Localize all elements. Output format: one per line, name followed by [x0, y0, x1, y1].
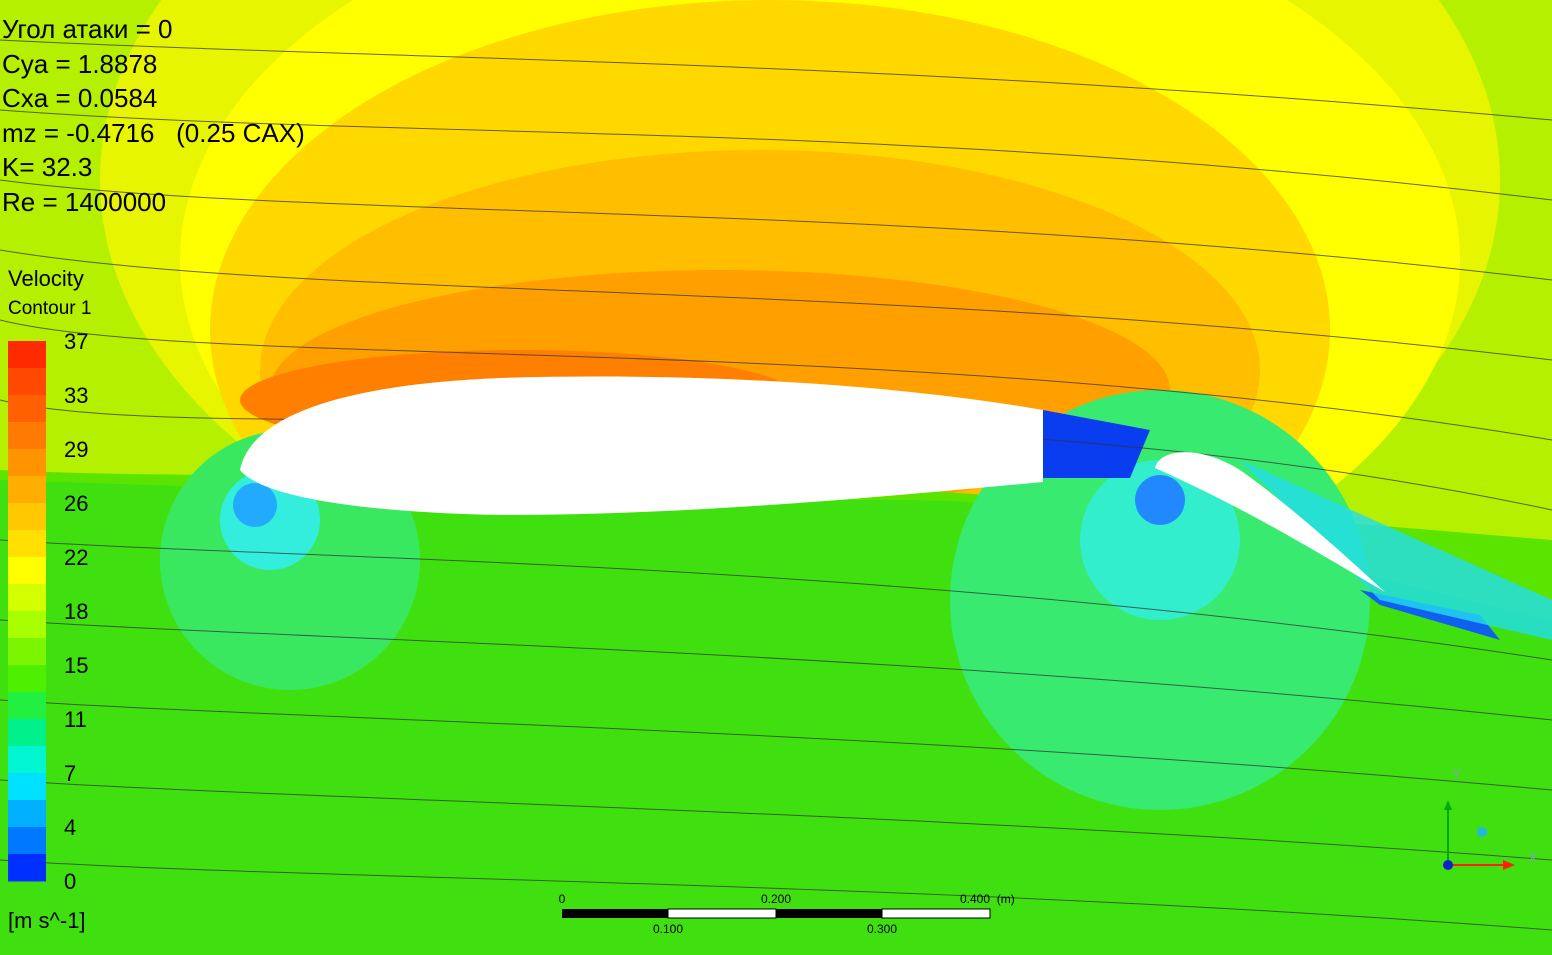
scale-label: 0	[559, 892, 566, 906]
legend-subtitle: Contour 1	[8, 298, 91, 319]
annotation: Угол атаки = 0	[2, 14, 173, 44]
legend-swatch	[8, 638, 46, 666]
legend-swatch	[8, 530, 46, 558]
legend-swatch	[8, 503, 46, 531]
legend-label: 4	[64, 815, 76, 840]
legend-swatch	[8, 449, 46, 477]
legend-swatch	[8, 611, 46, 639]
annotation: K= 32.3	[2, 152, 92, 182]
scale-bar: 0 0.200 0.400 (m) 0.100 0.300	[559, 892, 1015, 936]
legend-swatch	[8, 368, 46, 396]
airfoil	[240, 376, 1385, 592]
legend-label: 15	[64, 653, 88, 678]
axis-label: Y	[1452, 765, 1462, 781]
annotation: Cxa = 0.0584	[2, 83, 157, 113]
legend-swatch	[8, 854, 46, 882]
legend-swatch	[8, 422, 46, 450]
legend-swatch	[8, 395, 46, 423]
legend-label: 7	[64, 761, 76, 786]
annotations: Угол атаки = 0 Cya = 1.8878 Cxa = 0.0584…	[2, 14, 305, 217]
legend-label: 11	[64, 707, 87, 732]
legend-label: 33	[64, 383, 88, 408]
legend-swatch	[8, 773, 46, 801]
legend-label: 37	[64, 329, 88, 354]
legend-swatch	[8, 827, 46, 855]
axis-label: X	[1528, 849, 1538, 865]
axis-triad: Y X	[1443, 765, 1538, 870]
legend-label: 22	[64, 545, 88, 570]
legend-swatch	[8, 719, 46, 747]
legend-unit: [m s^-1]	[8, 908, 86, 933]
legend-swatch	[8, 341, 46, 369]
scale-label: 0.100	[653, 922, 683, 936]
legend-swatch	[8, 665, 46, 693]
legend-label: 0	[64, 869, 76, 894]
legend-swatch	[8, 692, 46, 720]
legend-label: 26	[64, 491, 88, 516]
scale-label: 0.200	[761, 892, 791, 906]
legend-swatch	[8, 800, 46, 828]
legend-swatch	[8, 584, 46, 612]
legend-label: 18	[64, 599, 88, 624]
legend-swatch	[8, 746, 46, 774]
legend-swatch	[8, 476, 46, 504]
scale-label: 0.300	[867, 922, 897, 936]
legend-title: Velocity	[8, 266, 84, 291]
legend: Velocity Contour 1 [m s^-1] 37 33 29 26 22 18…	[8, 266, 91, 933]
annotation: Cya = 1.8878	[2, 49, 157, 79]
annotation: mz = -0.4716 (0.25 CAX)	[2, 118, 305, 148]
scale-label: 0.400 (m)	[960, 892, 1015, 906]
annotation: Re = 1400000	[2, 187, 166, 217]
streamlines	[0, 39, 1552, 931]
legend-label: 29	[64, 437, 88, 462]
legend-swatch	[8, 557, 46, 585]
